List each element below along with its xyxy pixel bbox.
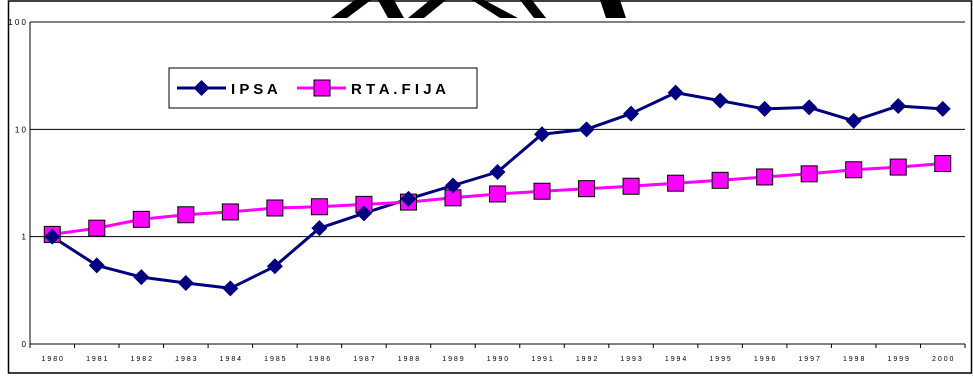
data-point-rta-fija — [667, 174, 685, 192]
legend-marker-rta-fija — [313, 79, 331, 97]
data-point-rta-fija — [177, 206, 195, 224]
data-point-ipsa — [355, 205, 372, 222]
data-point-rta-fija — [934, 155, 952, 173]
x-tick-label: 1 9 8 7 — [353, 356, 375, 363]
x-tick-label: 1 9 9 5 — [709, 356, 731, 363]
data-point-ipsa — [311, 220, 328, 237]
data-point-rta-fija — [221, 203, 239, 221]
x-tick-label: 1 9 8 5 — [264, 356, 286, 363]
data-point-ipsa — [756, 100, 773, 117]
legend-label-rta-fija: R T A . F I J A — [351, 81, 446, 98]
data-point-ipsa — [44, 228, 61, 245]
gridlines — [30, 21, 965, 345]
data-point-rta-fija — [310, 198, 328, 216]
axes: 0 1 1 0 1 0 0 1 9 8 0 1 9 8 1 1 9 8 2 1 9 8 3 1 … — [8, 18, 966, 363]
data-point-ipsa — [890, 97, 907, 114]
x-tick-label: 1 9 8 3 — [175, 356, 197, 363]
y-tick-label: 0 — [22, 340, 27, 349]
x-tick-label: 1 9 8 4 — [220, 356, 242, 363]
data-point-ipsa — [177, 275, 194, 292]
x-tick-label: 1 9 9 1 — [531, 356, 553, 363]
x-tick-label: 1 9 8 6 — [309, 356, 331, 363]
x-tick-label: 2 0 0 0 — [932, 356, 954, 363]
data-point-rta-fija — [489, 185, 506, 203]
data-point-ipsa — [801, 99, 818, 116]
data-point-rta-fija — [266, 199, 284, 217]
x-tick-label: 1 9 9 6 — [754, 356, 776, 363]
data-point-ipsa — [845, 112, 862, 129]
x-tick-label: 1 9 8 2 — [131, 356, 153, 363]
legend: I P S A R T A . F I J A — [168, 67, 478, 109]
x-tick-label: 1 9 9 9 — [888, 356, 910, 363]
series-group — [43, 84, 952, 297]
data-point-ipsa — [934, 100, 951, 117]
cropped-logo-fragment — [331, 0, 626, 18]
data-point-ipsa — [222, 280, 239, 297]
legend-label-ipsa: I P S A — [231, 81, 278, 98]
x-tick-label: 1 9 9 0 — [487, 356, 509, 363]
x-tick-label: 1 9 8 9 — [442, 356, 464, 363]
data-point-ipsa — [88, 257, 105, 274]
data-point-ipsa — [266, 258, 283, 275]
x-tick-label: 1 9 8 0 — [42, 356, 64, 363]
y-tick-label: 1 0 0 — [8, 18, 26, 27]
data-point-rta-fija — [845, 161, 863, 179]
data-point-rta-fija — [756, 168, 774, 186]
x-tick-label: 1 9 9 3 — [620, 356, 642, 363]
x-tick-label: 1 9 8 8 — [398, 356, 420, 363]
x-tick-label: 1 9 9 7 — [798, 356, 820, 363]
data-point-ipsa — [534, 126, 551, 143]
data-point-rta-fija — [800, 165, 818, 183]
data-point-rta-fija — [889, 158, 907, 176]
data-point-ipsa — [623, 105, 640, 122]
data-point-ipsa — [667, 84, 684, 101]
x-tick-label: 1 9 9 2 — [576, 356, 598, 363]
data-point-rta-fija — [578, 180, 596, 198]
x-tick-label: 1 9 8 1 — [86, 356, 108, 363]
data-point-rta-fija — [622, 177, 640, 195]
data-point-rta-fija — [132, 210, 150, 228]
data-point-rta-fija — [88, 219, 106, 237]
x-tick-label: 1 9 9 4 — [665, 356, 687, 363]
legend-marker-ipsa — [193, 80, 210, 96]
data-point-ipsa — [444, 177, 461, 194]
data-point-ipsa — [133, 269, 150, 286]
data-point-ipsa — [489, 164, 506, 181]
y-tick-label: 1 — [22, 233, 27, 242]
data-point-rta-fija — [711, 171, 729, 189]
data-point-ipsa — [712, 92, 729, 109]
data-point-ipsa — [578, 121, 595, 138]
data-point-ipsa — [400, 190, 417, 207]
x-tick-label: 1 9 9 8 — [843, 356, 865, 363]
data-point-rta-fija — [533, 182, 551, 200]
y-tick-label: 1 0 — [15, 125, 27, 134]
